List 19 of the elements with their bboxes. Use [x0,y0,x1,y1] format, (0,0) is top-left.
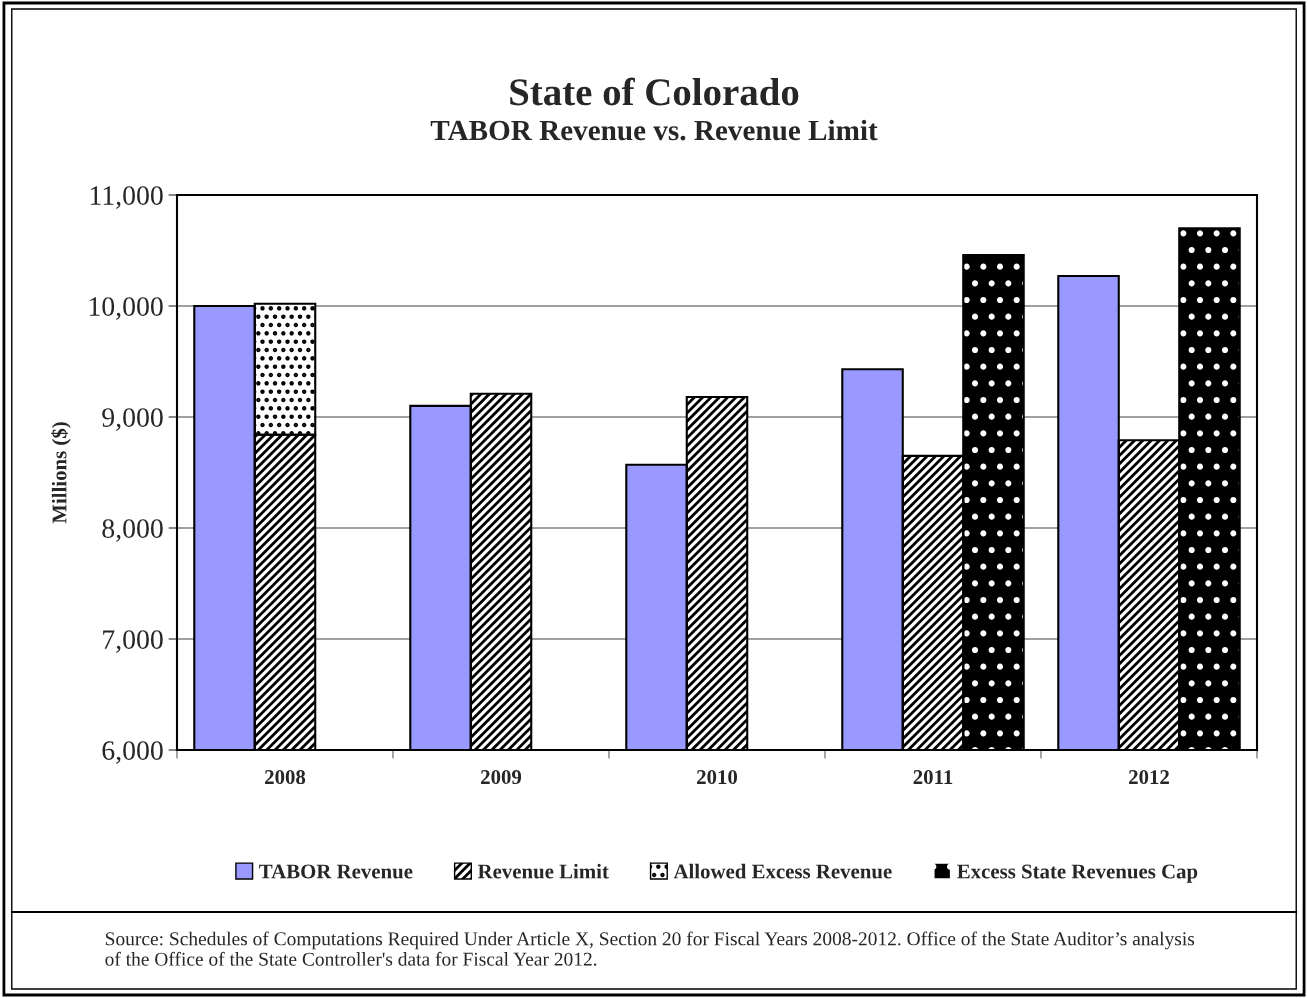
x-tick-label: 2008 [265,770,306,785]
legend-label: Allowed Excess Revenue [673,863,892,879]
y-tick-label: 9,000 [102,408,163,431]
y-axis-title: Millions ($) [51,422,71,524]
legend-label: TABOR Revenue [259,864,413,879]
legend-label: Revenue Limit [477,863,609,879]
chart-subtitle: TABOR Revenue vs. Revenue Limit [430,119,878,141]
x-tick-label: 2010 [697,770,738,785]
x-tick-label: 2011 [913,770,953,785]
y-tick-label: 11,000 [90,186,163,209]
source-note: Source: Schedules of Computations Required Under Article X, Section 20 for Fiscal Years 2008-2012. Office of the State Auditor’s analysis of the Office of the State Controller's data for Fiscal Year 2012. [105,931,1195,966]
x-tick-label: 2012 [1129,770,1169,785]
legend-label: Excess State Revenues Cap [957,864,1198,883]
y-tick-label: 8,000 [102,519,163,542]
y-tick-label: 6,000 [102,741,163,764]
chart-title: State of Colorado [510,77,799,106]
y-tick-label: 7,000 [103,630,163,653]
y-tick-label: 10,000 [89,297,163,320]
x-tick-label: 2009 [481,770,522,785]
